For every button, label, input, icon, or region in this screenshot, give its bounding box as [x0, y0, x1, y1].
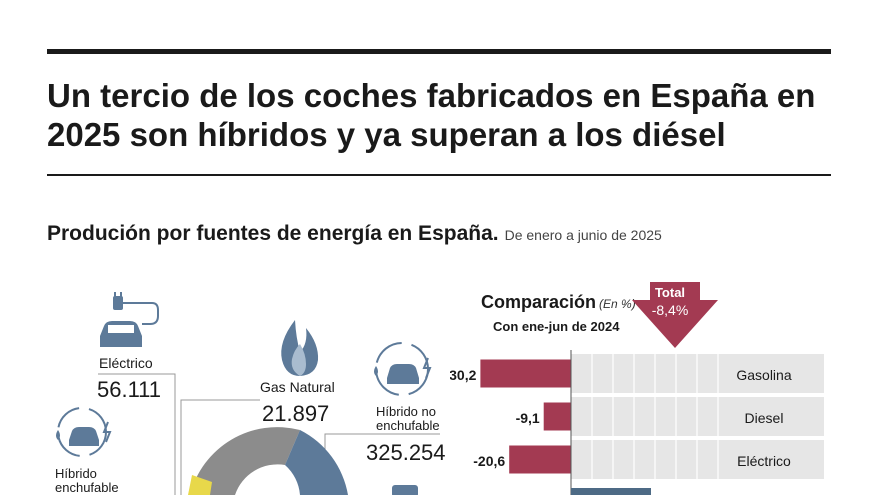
comparison-title-text: Comparación	[481, 292, 597, 312]
plug-car-icon	[100, 292, 159, 347]
total-value: -8,4%	[651, 302, 689, 318]
hibrido-enchufable-label: Híbrido enchufable	[55, 466, 119, 495]
total-label: Total	[654, 285, 686, 300]
subtitle-text: Produción por fuentes de energía en Espa…	[47, 222, 499, 245]
value-label: -9,1	[516, 410, 540, 426]
comparison-unit: (En %)	[599, 297, 636, 311]
hibrido-no-enchufable-value: 325.254	[366, 440, 446, 465]
electrico-label: Eléctrico	[99, 355, 153, 371]
comparison-subtitle: Con ene-jun de 2024	[493, 319, 620, 334]
category-label: Eléctrico	[737, 453, 791, 469]
total-arrow	[632, 282, 718, 348]
category-label: Diesel	[745, 410, 784, 426]
gas-natural-value: 21.897	[262, 401, 330, 426]
value-label: -30,2	[450, 367, 477, 383]
leader-hibrido	[324, 433, 440, 450]
total-arrow-shape	[632, 282, 718, 348]
donut-segment-blue	[285, 430, 348, 495]
comparison-title: Comparación (En %)	[481, 292, 636, 313]
production-donut	[56, 292, 440, 495]
donut-segment-gray	[190, 427, 300, 495]
leader-gas	[180, 399, 260, 495]
hibrido-no-enchufable-label: Híbrido no enchufable	[376, 404, 440, 433]
period-text: De enero a junio de 2025	[504, 227, 662, 243]
donut-segment-yellow	[188, 475, 212, 495]
headline: Un tercio de los coches fabricados en Es…	[47, 77, 816, 153]
gas-natural-label: Gas Natural	[260, 379, 335, 395]
bar-cut	[571, 488, 651, 495]
flame-icon	[281, 320, 319, 376]
leader-electrico	[98, 373, 176, 495]
category-label: Gasolina	[736, 367, 791, 383]
headline-rule	[47, 174, 831, 176]
value-label: -20,6	[473, 453, 505, 469]
comparison-bar-chart: -30,2 Gasolina -9,1 Diesel -20,6 Eléctrico	[450, 350, 824, 495]
plugin-hybrid-car-icon	[56, 407, 112, 457]
bar-eléctrico	[509, 445, 571, 474]
fuel-pump-icon	[392, 485, 418, 495]
bar-gasolina	[480, 359, 571, 388]
hybrid-car-icon	[374, 342, 432, 396]
chart-subtitle: Produción por fuentes de energía en Espa…	[47, 222, 662, 246]
electrico-value: 56.111	[97, 377, 162, 402]
top-rule	[47, 49, 831, 54]
bar-diesel	[543, 402, 571, 431]
